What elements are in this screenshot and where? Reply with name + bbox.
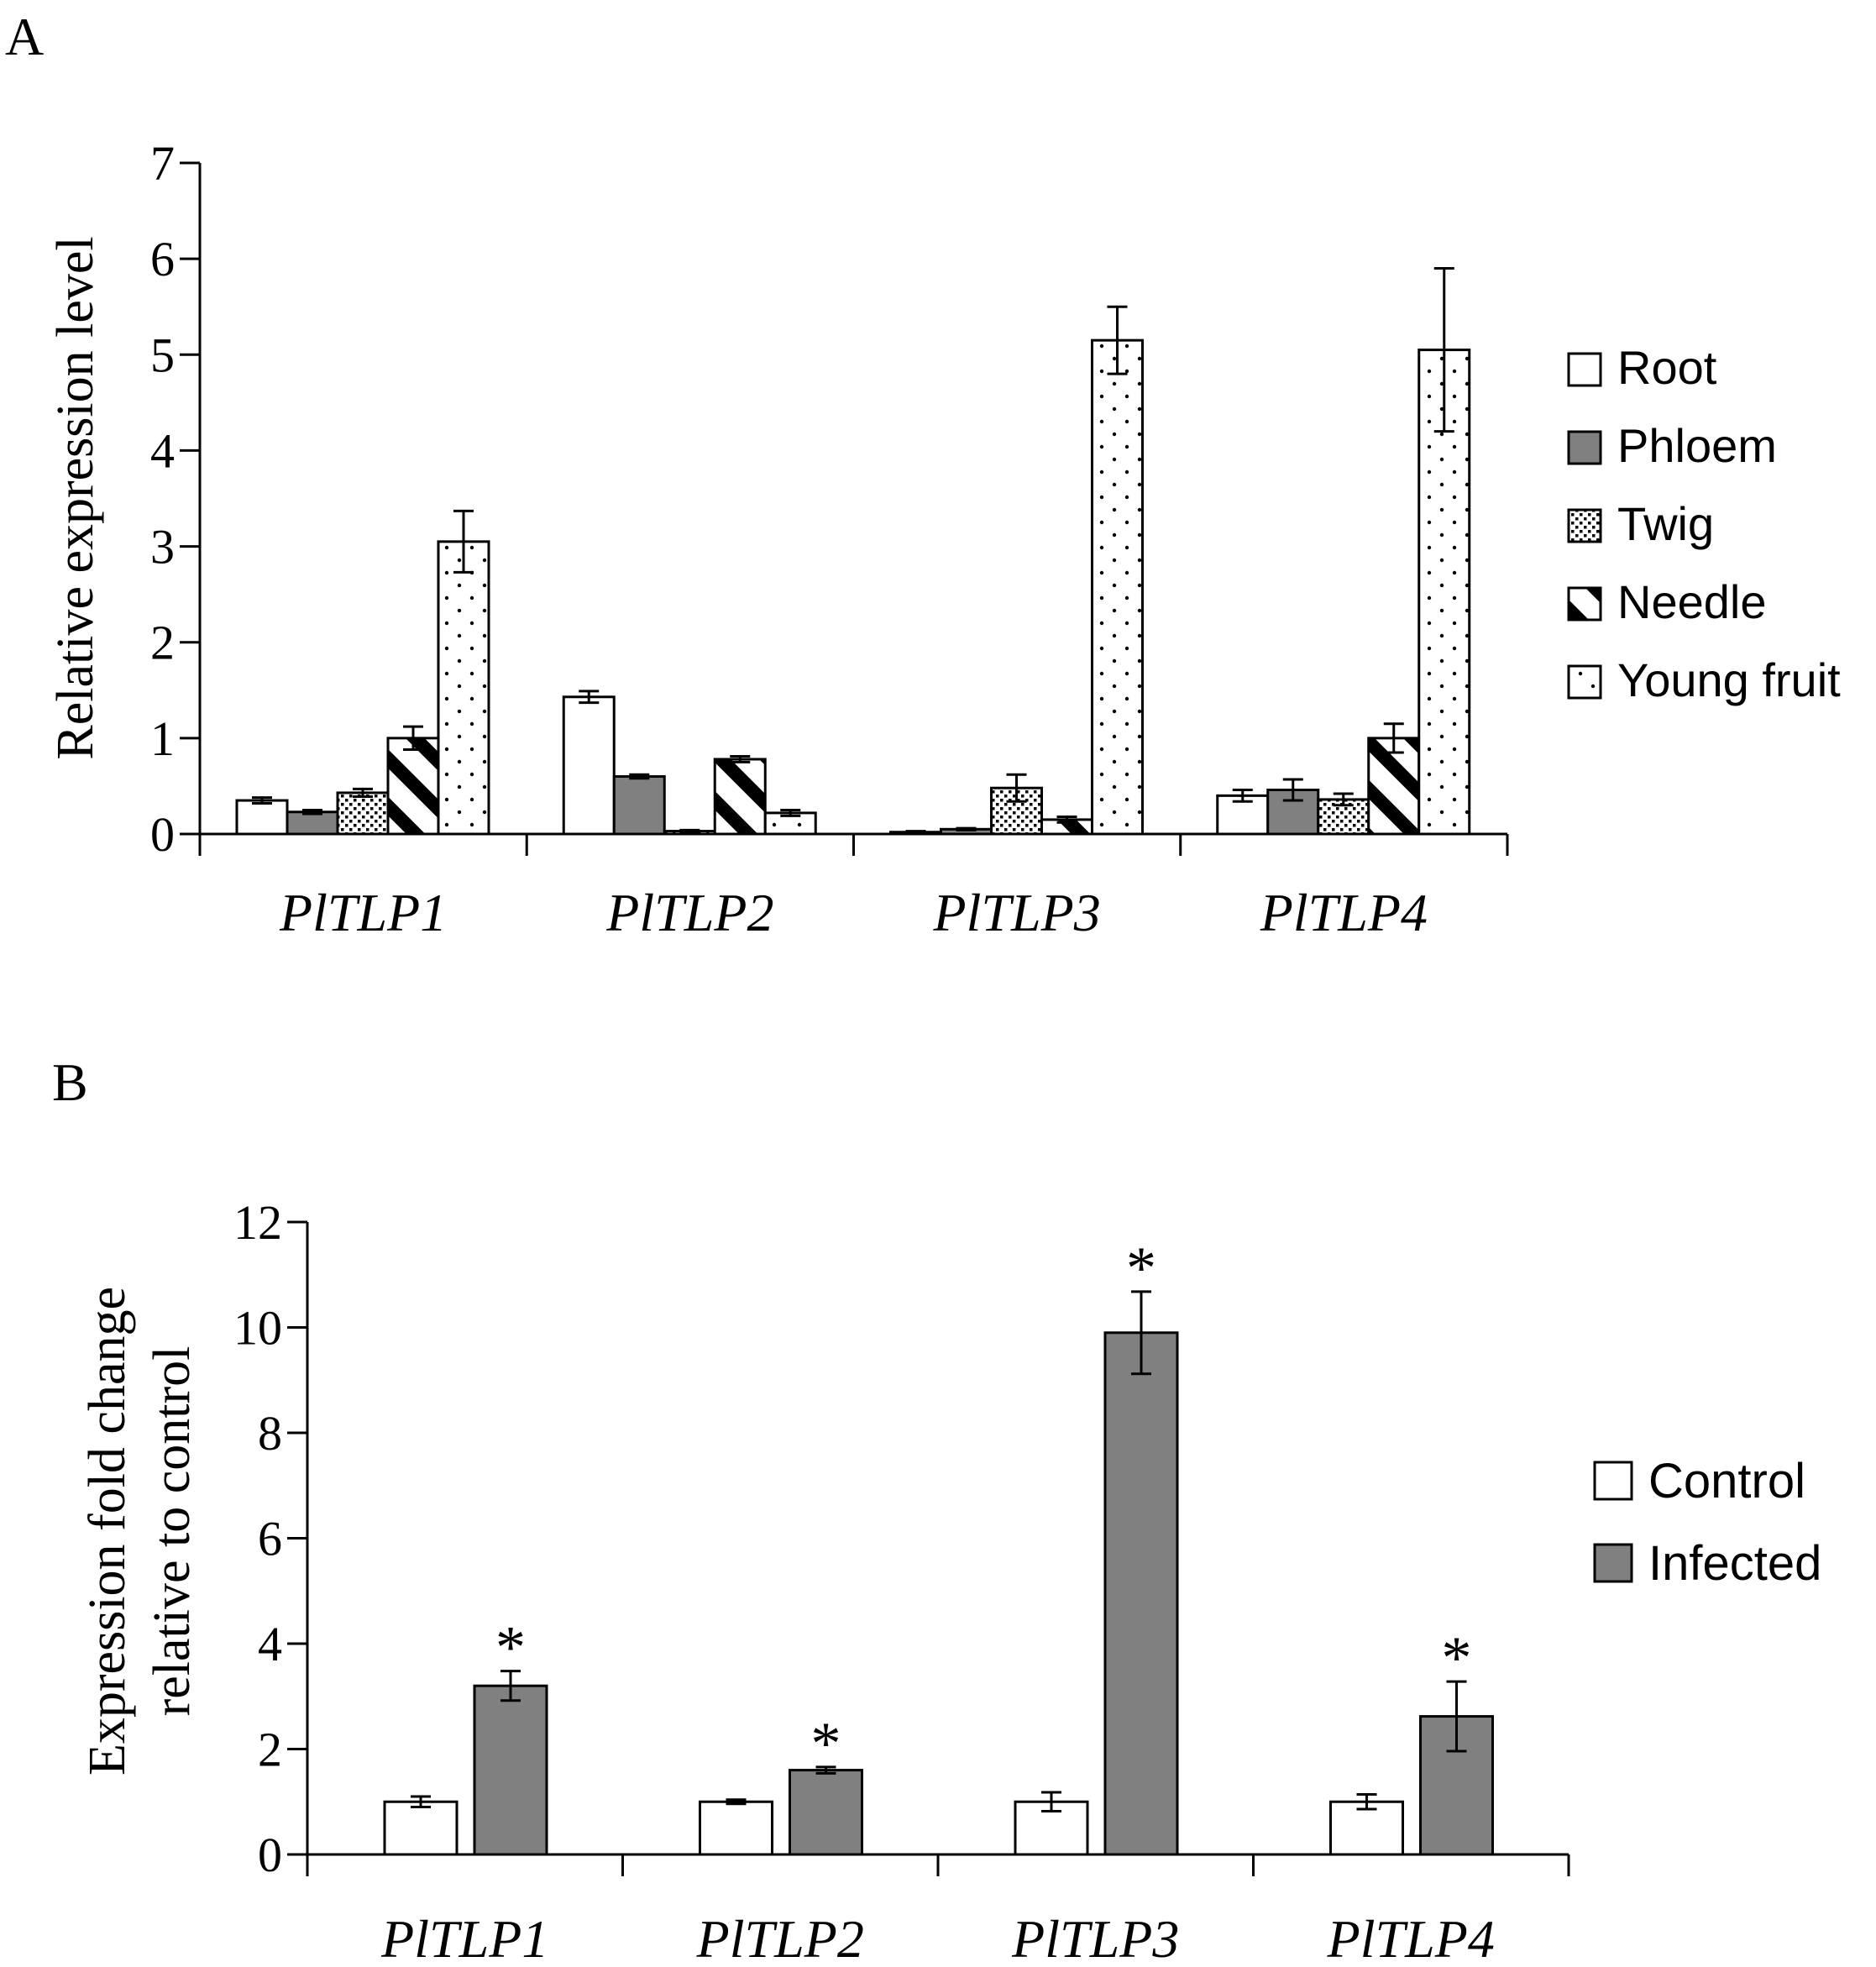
y-tick-label: 5	[150, 328, 175, 382]
bar	[1091, 338, 1144, 836]
y-tick-label: 2	[258, 1723, 282, 1777]
legend-swatch	[1593, 1461, 1633, 1501]
significance-marker: *	[1442, 1624, 1472, 1692]
legend-swatch	[1567, 352, 1602, 387]
category-label: PlTLP3	[1011, 1909, 1179, 1967]
y-tick-label: 2	[150, 616, 175, 670]
legend-label: Root	[1617, 341, 1717, 394]
bar	[386, 737, 440, 836]
chart-b: 0 2 4 6 8 10 12 PlTLP1 PlTLP2 PlTLP3 PlTLP4 * * * * Con…	[79, 1195, 1821, 1967]
bar	[336, 791, 390, 836]
bar	[235, 799, 289, 836]
y-tick-label: 0	[258, 1828, 282, 1882]
category-label: PlTLP2	[605, 883, 773, 942]
legend-swatch	[1567, 664, 1602, 700]
y-tick-label: 3	[150, 520, 175, 574]
legend-label: Needle	[1617, 575, 1766, 628]
chart-a: 0 1 2 3 4 5 6 7 PlTLP1 PlTLP2 PlTLP3 PlTLP4 Root Phlo…	[47, 136, 1841, 942]
bar	[789, 1769, 863, 1856]
category-label: PlTLP4	[1327, 1909, 1495, 1967]
y-tick-label: 4	[258, 1617, 282, 1671]
y-tick-label: 7	[150, 136, 175, 191]
y-tick-label: 10	[233, 1301, 282, 1356]
legend-swatch	[1567, 508, 1602, 543]
panel-a-label: A	[5, 7, 44, 66]
category-label: PlTLP1	[380, 1909, 548, 1967]
panel-b-label: B	[52, 1052, 88, 1112]
y-axis-title: Relative expression level	[47, 236, 104, 759]
legend-swatch	[1567, 586, 1602, 622]
bar	[1103, 1331, 1179, 1856]
significance-marker: *	[1126, 1235, 1156, 1302]
bar	[562, 695, 616, 836]
y-axis-title-line2: relative to control	[144, 1346, 201, 1717]
significance-marker: *	[495, 1614, 526, 1681]
bar	[383, 1800, 459, 1856]
y-tick-label: 6	[150, 232, 175, 286]
y-tick-label: 8	[258, 1406, 282, 1461]
y-tick-label: 0	[150, 807, 175, 862]
significance-marker: *	[811, 1710, 841, 1777]
legend-swatch	[1593, 1543, 1633, 1583]
bar	[286, 810, 339, 836]
y-tick-label: 4	[150, 423, 175, 478]
bar	[473, 1684, 548, 1856]
legend-swatch	[1567, 430, 1602, 465]
bar	[1329, 1800, 1404, 1856]
category-label: PlTLP2	[696, 1909, 864, 1967]
bar	[699, 1800, 773, 1856]
category-label: PlTLP3	[933, 883, 1101, 942]
legend-label: Twig	[1617, 497, 1714, 550]
y-axis-title-line1: Expression fold change	[79, 1287, 136, 1776]
legend-label: Phloem	[1617, 419, 1777, 472]
y-tick-label: 6	[258, 1512, 282, 1566]
legend-label: Control	[1648, 1454, 1805, 1508]
legend-label: Young fruit	[1617, 653, 1841, 706]
y-tick-label: 1	[150, 711, 175, 766]
bar	[437, 540, 490, 836]
category-label: PlTLP4	[1260, 883, 1428, 942]
legend-label: Infected	[1648, 1536, 1821, 1591]
bar	[713, 758, 767, 836]
category-label: PlTLP1	[279, 883, 447, 942]
bar	[612, 775, 666, 836]
y-tick-label: 12	[233, 1195, 282, 1250]
